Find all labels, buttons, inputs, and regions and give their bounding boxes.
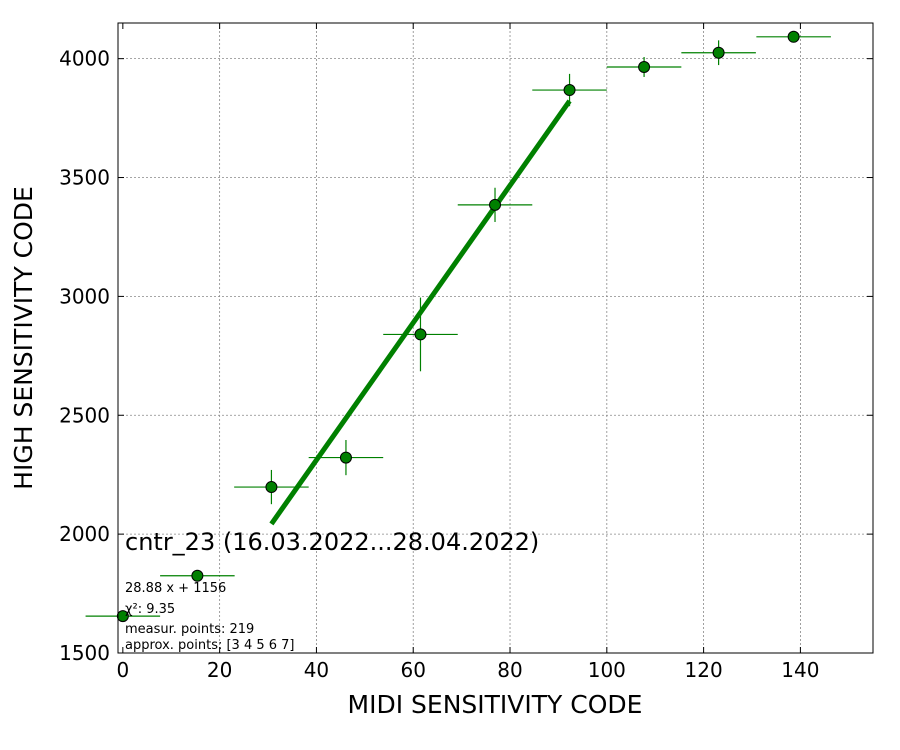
y-tick-label: 2500	[59, 403, 110, 427]
x-axis-label: MIDI SENSITIVITY CODE	[348, 690, 643, 719]
chi2-label: χ²: 9.35	[125, 602, 175, 617]
data-point	[638, 60, 651, 73]
data-point	[787, 30, 800, 43]
chart-title: cntr_23 (16.03.2022...28.04.2022)	[125, 528, 539, 556]
y-axis-label: HIGH SENSITIVITY CODE	[9, 186, 38, 490]
ticks: 0 20 40 60 80 100 120 140 1500 2000 2500 3000 3500 40…	[59, 23, 873, 682]
data-point	[265, 481, 278, 494]
data-point	[563, 84, 576, 97]
grid	[118, 23, 873, 653]
x-tick-label: 100	[588, 658, 626, 682]
x-tick-label: 140	[781, 658, 819, 682]
data-point	[489, 198, 502, 211]
data-point	[116, 610, 129, 623]
x-tick-label: 40	[304, 658, 329, 682]
data-point	[191, 569, 204, 582]
y-tick-label: 1500	[59, 641, 110, 665]
approx-points-label: approx. points: [3 4 5 6 7]	[125, 638, 295, 653]
plot-frame	[117, 22, 874, 654]
x-tick-label: 80	[497, 658, 522, 682]
data-point	[339, 451, 352, 464]
x-tick-label: 20	[207, 658, 232, 682]
y-tick-label: 3500	[59, 166, 110, 190]
x-tick-label: 0	[116, 658, 129, 682]
y-tick-label: 3000	[59, 284, 110, 308]
y-tick-label: 2000	[59, 522, 110, 546]
data-point	[712, 46, 725, 59]
x-tick-label: 60	[400, 658, 425, 682]
data-points	[85, 30, 831, 623]
measur-points-label: measur. points: 219	[125, 622, 254, 637]
data-point	[414, 328, 427, 341]
y-tick-label: 4000	[59, 47, 110, 71]
x-tick-label: 120	[685, 658, 723, 682]
fit-equation: 28.88 x + 1156	[125, 581, 226, 596]
